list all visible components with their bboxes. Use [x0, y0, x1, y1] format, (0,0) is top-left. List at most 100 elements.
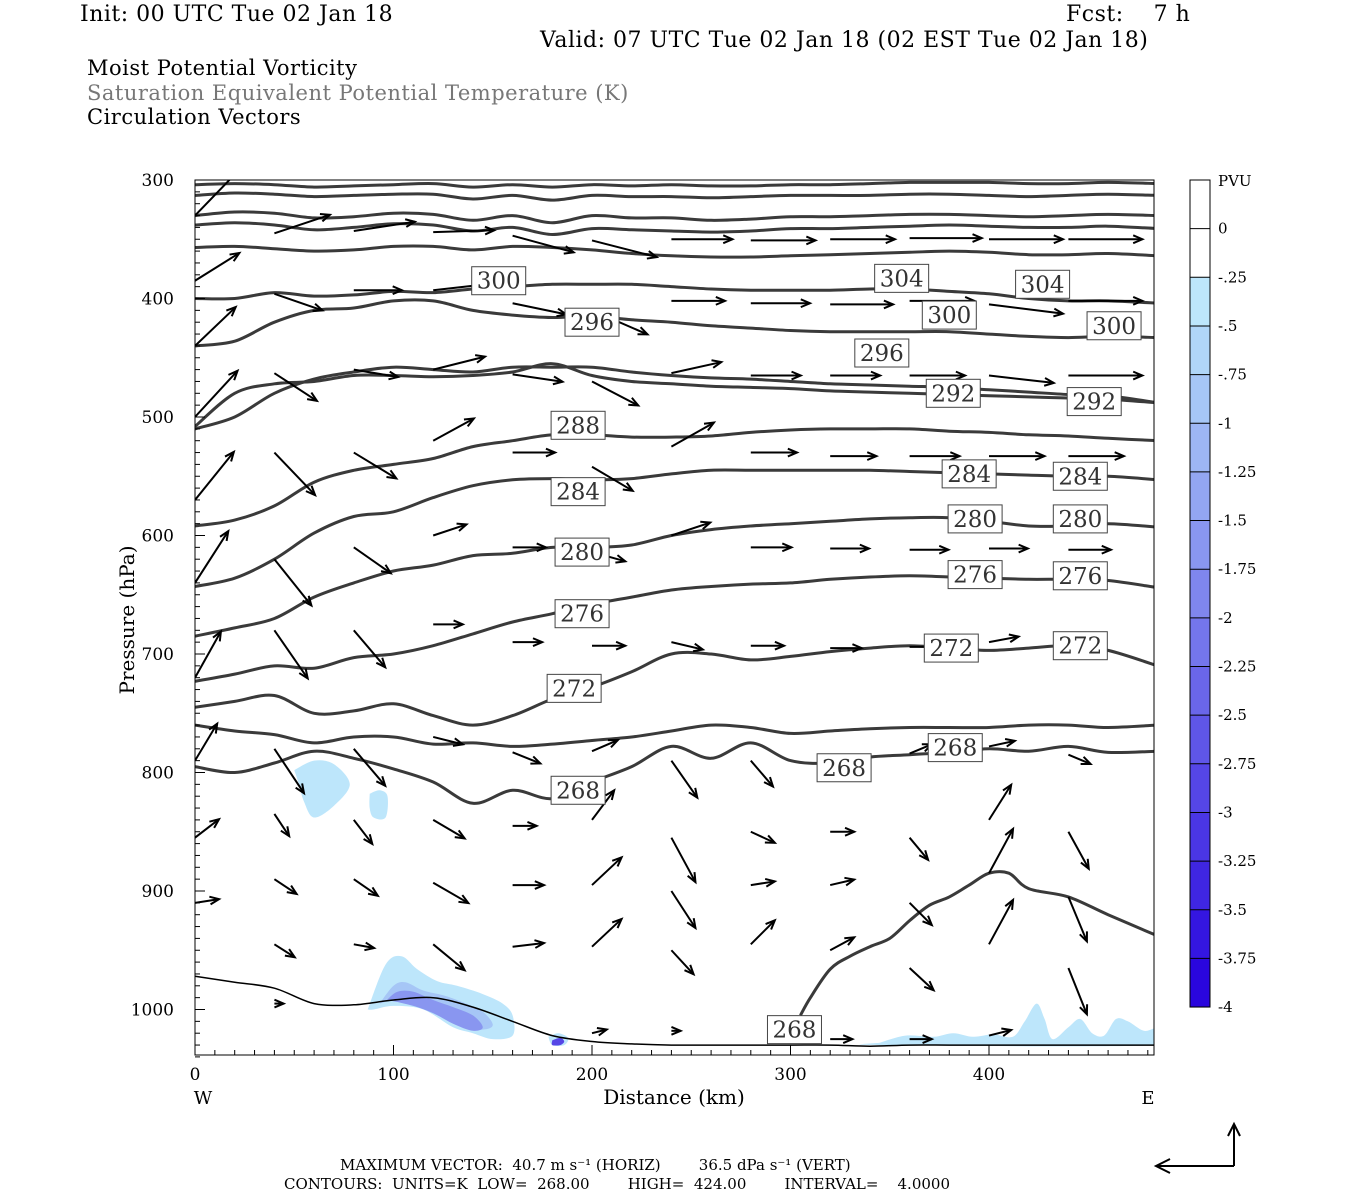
- vector-arrow: [195, 180, 231, 217]
- field-title-thetae: Saturation Equivalent Potential Temperat…: [87, 81, 629, 105]
- contour-label: 284: [1052, 461, 1108, 491]
- vector-arrow: [988, 738, 1018, 748]
- y-tick-label: 600: [142, 527, 174, 547]
- vector-arrow: [353, 285, 405, 296]
- vector-arrow: [353, 629, 387, 670]
- vector-arrow: [829, 876, 857, 887]
- vector-arrow: [830, 826, 857, 837]
- vector-arrow: [353, 878, 380, 898]
- contour-label-text: 276: [560, 602, 604, 628]
- colorbar-label: -.75: [1218, 366, 1247, 384]
- vector-arrow: [195, 368, 240, 418]
- colorbar-box: [1190, 520, 1210, 570]
- colorbar-box: [1190, 423, 1210, 472]
- vector-arrow: [750, 759, 775, 789]
- contour-label-text: 276: [1058, 564, 1102, 590]
- contour-label-text: 272: [929, 636, 973, 662]
- vector-arrow: [195, 817, 222, 839]
- colorbar-title: PVU: [1218, 172, 1252, 190]
- vector-arrow: [432, 943, 467, 972]
- vector-arrow: [908, 902, 934, 927]
- theta-e-contour: [195, 221, 1154, 237]
- x-right-end-label: E: [1141, 1088, 1154, 1109]
- contour-label-text: 292: [931, 381, 975, 407]
- vector-arrow: [1068, 544, 1114, 555]
- contour-label-text: 296: [570, 310, 614, 336]
- contour-label-text: 268: [933, 736, 977, 762]
- surface-line: [195, 975, 1154, 1047]
- vector-arrow: [353, 451, 399, 480]
- vector-arrow: [830, 451, 880, 461]
- y-tick-label: 800: [142, 764, 174, 784]
- vector-arrow: [1068, 370, 1145, 381]
- pv-region: [859, 1003, 1154, 1047]
- contour-label: 284: [550, 477, 606, 507]
- contour-label: 276: [554, 599, 610, 629]
- vector-arrow: [909, 451, 963, 461]
- theta-e-contour: [195, 180, 1154, 189]
- colorbar-label: -1.5: [1218, 512, 1247, 530]
- vector-arrow: [908, 967, 936, 992]
- vector-arrow: [671, 296, 728, 306]
- x-tick-label: 400: [973, 1065, 1005, 1085]
- colorbar-label: -2.5: [1218, 706, 1247, 724]
- x-tick-label: 300: [774, 1065, 806, 1085]
- theta-e-contour: [195, 468, 1154, 588]
- colorbar-label: -2: [1218, 609, 1233, 627]
- vector-arrow: [989, 234, 1066, 245]
- contour-label-text: 304: [880, 266, 924, 292]
- theta-e-contour: [195, 427, 1154, 528]
- colorbar-box: [1190, 715, 1210, 764]
- vector-arrow: [670, 890, 697, 931]
- contour-label: 292: [925, 378, 981, 408]
- colorbar-label: -.25: [1218, 268, 1247, 286]
- contour-label: 272: [546, 673, 602, 703]
- contour-label-text: 276: [953, 563, 997, 589]
- contour-label-text: 300: [1092, 314, 1136, 340]
- vector-arrow: [988, 303, 1066, 318]
- pv-shading: [294, 760, 1154, 1047]
- colorbar-label: -3.25: [1218, 852, 1256, 870]
- vector-arrow: [670, 837, 697, 885]
- contour-label: 304: [874, 263, 930, 293]
- vector-arrow: [432, 417, 477, 442]
- vector-arrow: [512, 637, 545, 647]
- vector-arrow: [591, 239, 660, 260]
- colorbar-box: [1190, 277, 1210, 326]
- contour-label-text: 296: [860, 341, 904, 367]
- vector-arrow: [512, 542, 549, 553]
- vector-arrow: [1067, 896, 1088, 944]
- vector-arrow: [750, 830, 778, 844]
- vector-arrow: [512, 880, 547, 890]
- contour-label: 300: [1086, 311, 1142, 341]
- vector-arrow: [273, 943, 297, 959]
- vector-arrow: [432, 522, 469, 537]
- y-tick-label: 700: [142, 645, 174, 665]
- colorbar-box: [1190, 471, 1210, 521]
- field-title-vectors: Circulation Vectors: [87, 105, 302, 129]
- theta-e-contour: [799, 870, 1154, 1017]
- contour-label-text: 288: [556, 413, 600, 439]
- contour-label: 268: [816, 753, 872, 783]
- colorbar-label: 0: [1218, 220, 1228, 238]
- field-title-pv: Moist Potential Vorticity: [87, 56, 358, 80]
- vector-arrow: [988, 826, 1015, 874]
- init-time: Init: 00 UTC Tue 02 Jan 18: [80, 2, 394, 27]
- contour-label: 296: [564, 307, 620, 337]
- vector-arrow: [512, 234, 577, 255]
- vector-arrow: [353, 368, 401, 381]
- vector-arrow: [195, 629, 223, 679]
- circulation-vectors: [195, 180, 1145, 1044]
- vector-arrow: [591, 739, 621, 753]
- contour-label: 276: [1052, 561, 1108, 591]
- contour-label: 300: [921, 300, 977, 330]
- colorbar-box: [1190, 180, 1210, 229]
- vector-arrow: [988, 374, 1057, 387]
- colorbar-box: [1190, 228, 1210, 278]
- colorbar-label: -1: [1218, 414, 1233, 432]
- vector-arrow: [750, 918, 777, 946]
- vector-arrow: [432, 735, 466, 747]
- contour-label: 304: [1015, 269, 1071, 299]
- colorbar-label: -3.5: [1218, 901, 1247, 919]
